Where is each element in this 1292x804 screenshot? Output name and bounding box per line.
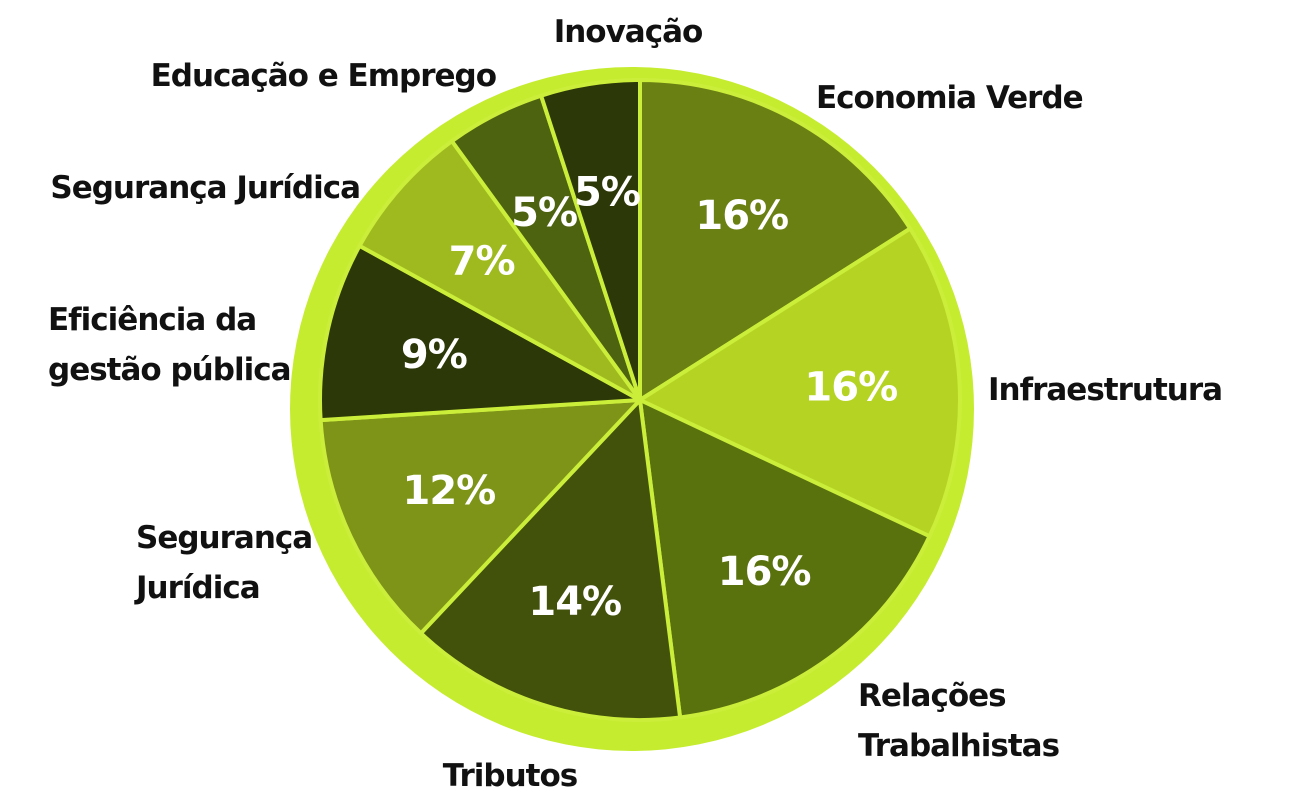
pie-slice-9 [539,78,642,402]
percent-label-5: 12% [403,468,496,514]
category-label-5: Segurança Jurídica [134,520,312,606]
percent-label-2: 16% [804,365,897,411]
pie-slice-3 [638,398,932,720]
pie-slice-4 [418,398,683,722]
percent-label-4: 14% [528,579,621,625]
pie-slice-1 [638,78,913,402]
pie-slice-2 [638,226,962,539]
category-label-4: Tributos [443,758,577,794]
percent-label-6: 9% [401,332,467,378]
pie-slices [318,78,962,722]
category-label-2: Infraestrutura [988,372,1222,408]
percent-label-9: 5% [574,169,640,215]
category-label-6: Eficiência da gestão pública [48,302,291,388]
category-label-3: Relações Trabalhistas [858,678,1059,764]
category-labels: Economia Verde Infraestrutura Relações Trab… [48,14,1223,794]
percent-label-8: 5% [511,190,577,236]
percent-label-7: 7% [449,238,515,284]
pie-slice-6 [318,243,642,423]
pie-slice-5 [318,398,642,636]
category-label-9: Inovação [554,14,703,50]
category-label-7: Segurança Jurídica [50,170,360,206]
percent-label-3: 16% [718,549,811,595]
category-label-8: Educação e Emprego [151,58,496,94]
pie-slice-7 [357,139,642,402]
category-label-1: Economia Verde [816,80,1083,116]
percent-label-1: 16% [695,193,788,239]
percent-labels: 16%16%16%14%12%9%7%5%5% [401,169,898,625]
